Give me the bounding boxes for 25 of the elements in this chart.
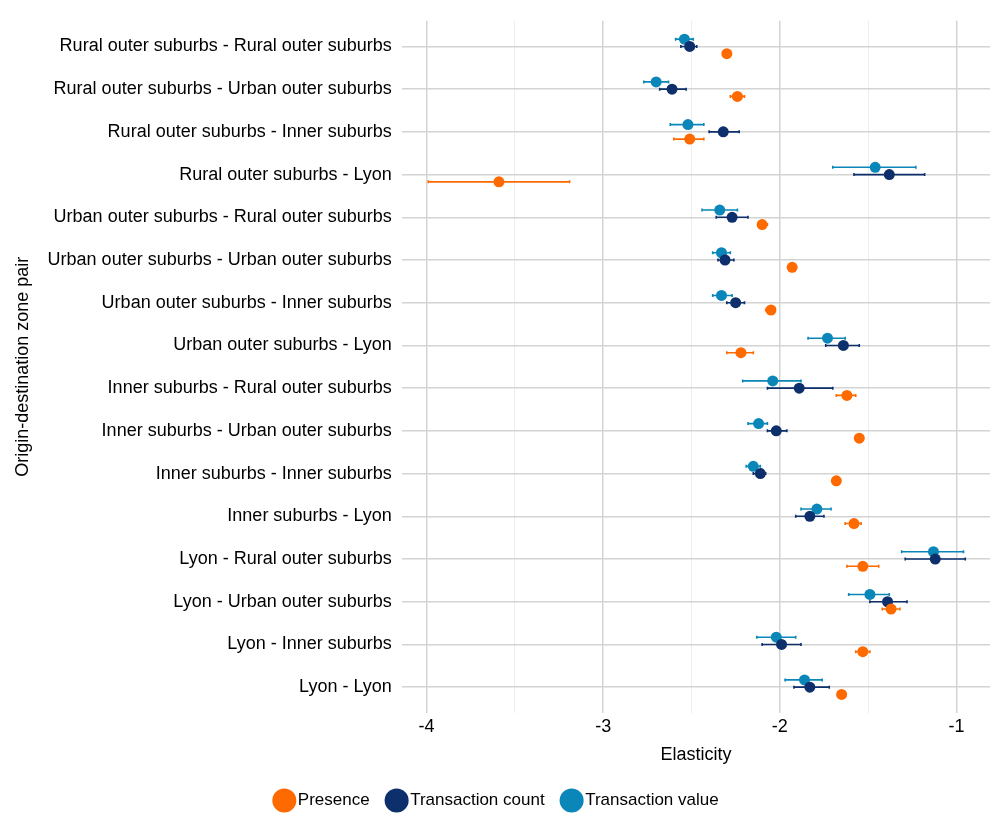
- y-tick-label: Rural outer suburbs - Inner suburbs: [107, 120, 392, 141]
- x-tick-label: -3: [595, 715, 612, 736]
- y-tick-label: Rural outer suburbs - Lyon: [179, 163, 392, 184]
- legend-label: Presence: [297, 790, 370, 810]
- y-axis-title: Origin-destination zone pair: [11, 256, 32, 477]
- x-tick-label: -4: [418, 715, 435, 736]
- y-tick-label: Inner suburbs - Urban outer suburbs: [101, 419, 392, 440]
- y-tick-label: Inner suburbs - Rural outer suburbs: [107, 377, 392, 398]
- y-tick-label: Inner suburbs - Inner suburbs: [155, 462, 392, 483]
- x-axis-title: Elasticity: [660, 744, 732, 765]
- legend-label: Transaction count: [410, 790, 545, 810]
- y-tick-label: Urban outer suburbs - Lyon: [173, 334, 392, 355]
- y-tick-label: Lyon - Inner suburbs: [227, 633, 392, 654]
- x-tick-label: -2: [771, 715, 788, 736]
- y-tick-label: Rural outer suburbs - Urban outer suburbs: [53, 78, 392, 99]
- y-tick-label: Urban outer suburbs - Rural outer suburbs: [53, 206, 392, 227]
- y-tick-label: Urban outer suburbs - Urban outer suburbs: [47, 248, 392, 269]
- y-tick-label: Inner suburbs - Lyon: [227, 505, 392, 526]
- x-tick-label: -1: [948, 715, 965, 736]
- y-tick-label: Rural outer suburbs - Rural outer suburbs: [59, 35, 392, 56]
- legend-label: Transaction value: [585, 790, 719, 810]
- y-tick-label: Lyon - Rural outer suburbs: [179, 547, 392, 568]
- y-tick-label: Lyon - Lyon: [299, 676, 392, 697]
- y-tick-label: Urban outer suburbs - Inner suburbs: [101, 291, 392, 312]
- y-tick-label: Lyon - Urban outer suburbs: [173, 590, 392, 611]
